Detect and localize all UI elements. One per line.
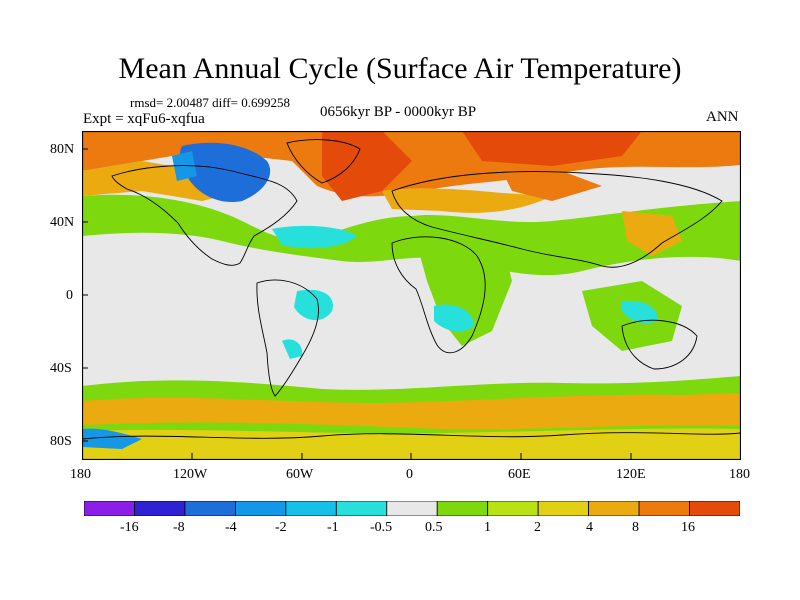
colorbar-swatch (386, 501, 438, 516)
colorbar-swatch (84, 501, 135, 516)
colorbar-swatch (588, 501, 640, 516)
x-tick-label: 120W (173, 467, 208, 482)
colorbar-label: 1 (484, 520, 491, 535)
colorbar-label: -0.5 (370, 520, 393, 535)
y-tick-label: 80N (50, 142, 75, 157)
colorbar-swatch (184, 501, 236, 516)
colorbar-swatch (335, 501, 388, 516)
colorbar (84, 501, 740, 516)
time-period-label: 0656kyr BP - 0000kyr BP (320, 104, 477, 120)
colorbar-swatch (234, 501, 287, 516)
colorbar-label: 2 (534, 520, 541, 535)
colorbar-swatch (285, 501, 337, 516)
x-tick-label: 60W (286, 467, 314, 482)
colorbar-swatch (134, 501, 186, 516)
y-tick-label: 40N (50, 215, 75, 230)
colorbar-label: 0.5 (425, 520, 443, 535)
x-tick-label: 120E (616, 467, 646, 482)
temperature-anomaly-map (82, 131, 741, 460)
colorbar-swatch (487, 501, 539, 516)
coastlines (82, 139, 741, 440)
colorbar-label: 4 (586, 520, 593, 535)
colorbar-swatch (638, 501, 690, 516)
x-tick-label: 0 (406, 467, 413, 482)
x-tick-label: 180 (729, 467, 750, 482)
figure-title: Mean Annual Cycle (Surface Air Temperatu… (118, 52, 682, 85)
x-tick-label: 60E (508, 467, 531, 482)
colorbar-swatch (689, 501, 740, 516)
warm-anomaly-fields (82, 131, 741, 460)
colorbar-label: -1 (327, 520, 339, 535)
season-label: ANN (706, 109, 739, 125)
colorbar-label: -4 (225, 520, 237, 535)
y-tick-label: 40S (50, 361, 72, 376)
colorbar-label: 8 (632, 520, 639, 535)
map-frame (82, 131, 741, 460)
y-tick-label: 80S (50, 434, 72, 449)
colorbar-label: -2 (275, 520, 287, 535)
y-tick-label: 0 (66, 288, 73, 303)
colorbar-swatch (537, 501, 590, 516)
rmsd-diff-stats: rmsd= 2.00487 diff= 0.699258 (130, 95, 290, 110)
experiment-label: Expt = xqFu6-xqfua (83, 111, 205, 127)
x-tick-label: 180 (70, 467, 91, 482)
colorbar-label: -8 (173, 520, 185, 535)
colorbar-label: -16 (120, 520, 139, 535)
cool-anomaly-fields (82, 142, 658, 449)
colorbar-swatch (436, 501, 489, 516)
colorbar-label: 16 (681, 520, 695, 535)
